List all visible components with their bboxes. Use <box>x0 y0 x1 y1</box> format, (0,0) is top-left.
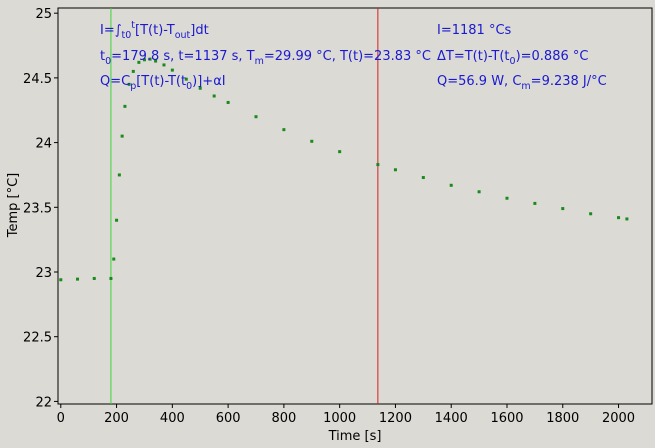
data-point <box>625 217 629 221</box>
x-tick-label: 1000 <box>323 411 356 426</box>
data-point <box>76 277 80 281</box>
data-point <box>198 86 202 90</box>
ticks: 0 200 400 600 800 1000 1200 1400 1600 1800 2000 22 2… <box>23 7 635 426</box>
data-point <box>282 128 286 132</box>
y-tick-label: 23.5 <box>23 201 52 216</box>
x-tick-label: 800 <box>271 411 296 426</box>
data-point <box>617 216 621 220</box>
data-point <box>112 257 116 261</box>
y-tick-label: 24.5 <box>23 72 52 87</box>
data-point <box>393 168 397 172</box>
data-point <box>162 63 166 67</box>
annotation-integral: I=∫t0t[T(t)-Tout]dt <box>100 20 209 41</box>
plot-area <box>57 7 653 405</box>
data-point <box>109 276 113 280</box>
annotation-left: I=∫t0t[T(t)-Tout]dt t0=179.8 s, t=1137 s… <box>100 20 431 92</box>
y-tick-label: 22 <box>35 395 52 410</box>
x-tick-label: 600 <box>216 411 241 426</box>
data-point <box>92 276 96 280</box>
vertical-markers <box>110 8 379 404</box>
x-tick-label: 400 <box>160 411 185 426</box>
y-tick-label: 22.5 <box>23 331 52 346</box>
data-point <box>184 77 188 81</box>
data-point <box>123 104 127 108</box>
data-point <box>154 59 158 63</box>
data-point <box>117 173 121 177</box>
data-points <box>59 57 629 282</box>
data-point <box>421 176 425 180</box>
data-point <box>131 69 135 73</box>
data-point <box>170 68 174 72</box>
y-tick-label: 23 <box>35 266 52 281</box>
annotation-heat-values: Q=56.9 W, Cm=9.238 J/°C <box>437 74 607 92</box>
x-axis-label: Time [s] <box>328 429 382 444</box>
data-point <box>505 196 509 200</box>
y-tick-label: 24 <box>35 137 52 152</box>
y-axis-label: Temp [°C] <box>6 173 21 239</box>
annotation-right: I=1181 °Cs ΔT=T(t)-T(t0)=0.886 °C Q=56.9… <box>437 23 607 92</box>
x-tick-label: 2000 <box>602 411 635 426</box>
data-point <box>127 82 131 86</box>
annotation-times: t0=179.8 s, t=1137 s, Tm=29.99 °C, T(t)=… <box>100 49 431 67</box>
x-tick-label: 1800 <box>546 411 579 426</box>
y-tick-label: 25 <box>35 7 52 22</box>
data-point <box>533 201 537 205</box>
data-point <box>589 212 593 216</box>
data-point <box>376 163 380 167</box>
data-point <box>120 134 124 138</box>
data-point <box>115 218 119 222</box>
x-tick-label: 200 <box>104 411 129 426</box>
data-point <box>137 60 141 64</box>
data-point <box>148 57 152 61</box>
x-tick-label: 1400 <box>435 411 468 426</box>
data-point <box>212 94 216 98</box>
x-tick-label: 1200 <box>379 411 412 426</box>
data-point <box>449 183 453 187</box>
data-point <box>310 139 314 143</box>
data-point <box>561 207 565 211</box>
data-point <box>477 190 481 194</box>
data-point <box>338 150 342 154</box>
data-point <box>254 115 258 119</box>
x-tick-label: 0 <box>57 411 65 426</box>
x-tick-label: 1600 <box>490 411 523 426</box>
annotation-delta-t: ΔT=T(t)-T(t0)=0.886 °C <box>437 49 588 67</box>
data-point <box>226 100 230 104</box>
data-point <box>142 58 146 62</box>
annotation-heat-formula: Q=Cp[T(t)-T(t0)]+αI <box>100 74 226 92</box>
annotation-integral-value: I=1181 °Cs <box>437 23 512 38</box>
data-point <box>59 278 63 282</box>
